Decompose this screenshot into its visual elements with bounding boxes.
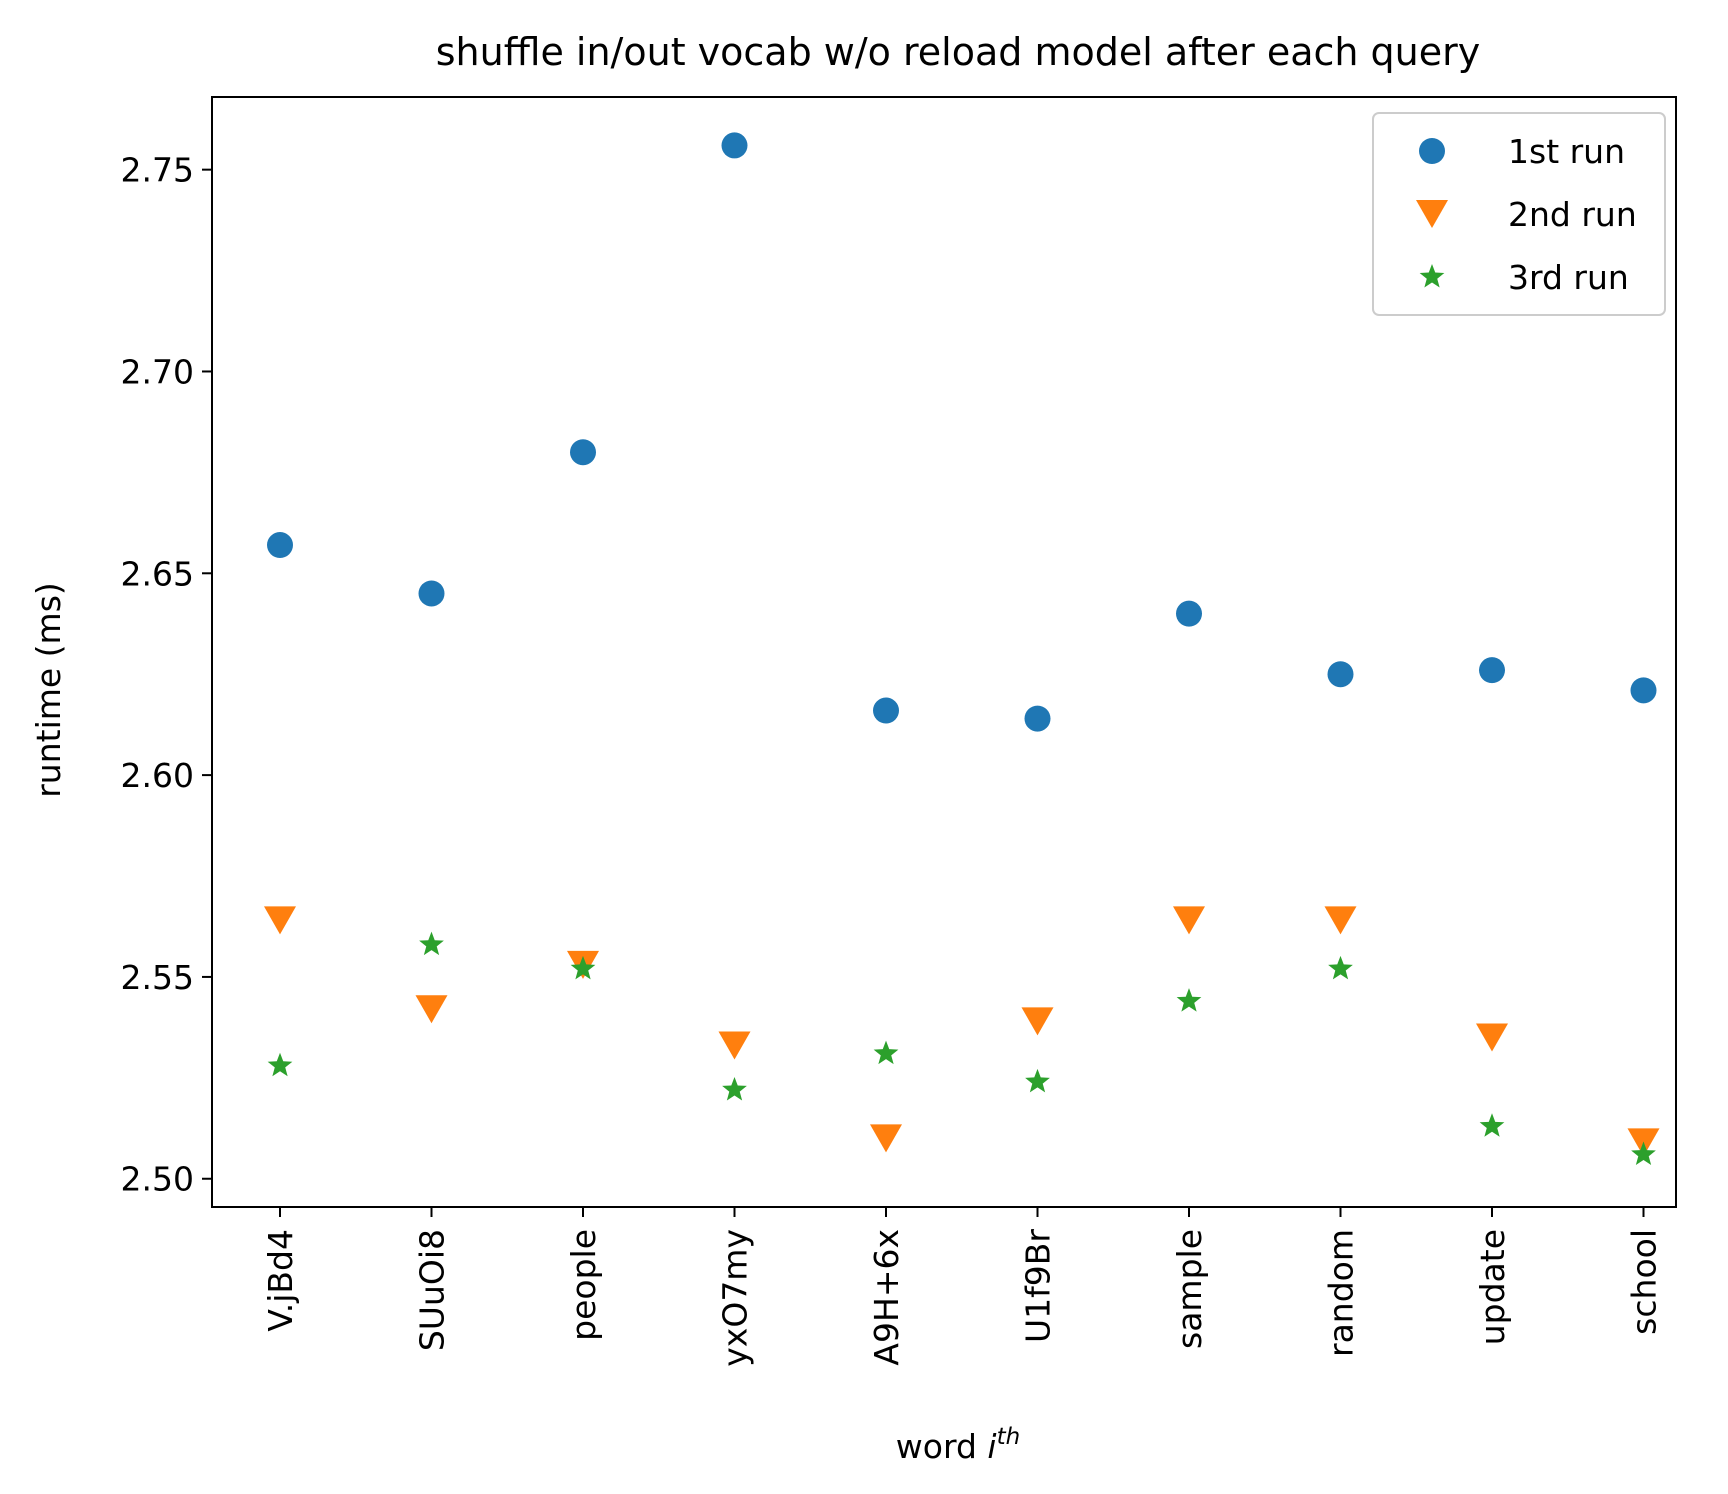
data-point bbox=[267, 1052, 293, 1077]
x-tick-label: sample bbox=[1170, 1229, 1209, 1349]
x-tick-label: yxO7my bbox=[716, 1229, 755, 1367]
legend-item: 1st run bbox=[1419, 132, 1625, 171]
x-axis-label-word: word bbox=[896, 1427, 977, 1466]
x-axis-label-italic: i bbox=[987, 1427, 996, 1466]
data-markers bbox=[264, 132, 1660, 1166]
x-axis-label: word ith bbox=[896, 1424, 1020, 1466]
legend-label: 2nd run bbox=[1508, 195, 1637, 234]
series-3rd-run bbox=[267, 931, 1656, 1166]
y-tick-label: 2.70 bbox=[121, 352, 194, 391]
data-point bbox=[873, 1040, 899, 1065]
data-point bbox=[1327, 661, 1354, 688]
legend-marker bbox=[1416, 200, 1448, 228]
y-tick-label: 2.55 bbox=[121, 958, 194, 997]
x-tick-label: SUuOi8 bbox=[413, 1229, 452, 1351]
legend-label: 1st run bbox=[1508, 132, 1625, 171]
data-point bbox=[1479, 1113, 1505, 1137]
x-tick-label: U1f9Br bbox=[1019, 1229, 1058, 1343]
data-point bbox=[267, 532, 293, 559]
legend: 1st run 2nd run 3rd run bbox=[1372, 112, 1666, 316]
data-point bbox=[1025, 1068, 1050, 1093]
x-tick-label: people bbox=[564, 1229, 603, 1341]
data-point bbox=[870, 1124, 902, 1153]
data-point bbox=[419, 931, 444, 956]
x-axis-label-superscript: th bbox=[997, 1424, 1021, 1450]
data-point bbox=[418, 580, 445, 607]
data-point bbox=[570, 955, 596, 980]
x-tick-label: V.jBd4 bbox=[261, 1229, 300, 1332]
data-point bbox=[1631, 1141, 1656, 1166]
y-axis-label: runtime (ms) bbox=[29, 582, 68, 798]
x-axis-ticks: V.jBd4 SUuOi8 people yxO7my A9H+6x U1f9Br samp… bbox=[261, 1207, 1664, 1367]
chart-title: shuffle in/out vocab w/o reload model af… bbox=[436, 30, 1481, 74]
data-point bbox=[1021, 1007, 1054, 1036]
data-point bbox=[415, 995, 448, 1024]
legend-box bbox=[1372, 112, 1666, 316]
data-point bbox=[722, 1076, 747, 1101]
data-point bbox=[718, 1031, 751, 1060]
legend-marker bbox=[1419, 264, 1445, 288]
legend-item: 3rd run bbox=[1419, 258, 1629, 297]
y-tick-label: 2.60 bbox=[121, 756, 194, 795]
plot-frame bbox=[211, 96, 1677, 1208]
y-axis-ticks: 2.50 2.55 2.60 2.65 2.70 2.75 bbox=[121, 151, 212, 1199]
legend-item: 2nd run bbox=[1416, 195, 1637, 234]
y-tick-label: 2.50 bbox=[121, 1160, 194, 1199]
y-tick-label: 2.75 bbox=[121, 151, 194, 190]
data-point bbox=[873, 697, 899, 724]
data-point bbox=[264, 906, 296, 935]
x-tick-label: random bbox=[1322, 1229, 1361, 1357]
data-point bbox=[1479, 657, 1505, 684]
data-point bbox=[1324, 906, 1357, 935]
legend-marker bbox=[1419, 138, 1445, 164]
x-tick-label: update bbox=[1473, 1229, 1512, 1345]
data-point bbox=[721, 132, 748, 159]
data-point bbox=[1476, 1023, 1508, 1052]
data-point bbox=[570, 439, 596, 466]
data-point bbox=[1173, 906, 1205, 935]
data-point bbox=[1024, 705, 1051, 732]
data-point bbox=[1630, 677, 1657, 704]
x-tick-label: school bbox=[1625, 1229, 1664, 1335]
legend-label: 3rd run bbox=[1508, 258, 1629, 297]
x-axis-label-space bbox=[977, 1427, 988, 1466]
data-point bbox=[1176, 600, 1202, 627]
y-tick-label: 2.65 bbox=[121, 554, 194, 593]
x-tick-label: A9H+6x bbox=[867, 1229, 906, 1366]
series-1st-run bbox=[267, 132, 1657, 732]
data-point bbox=[1176, 988, 1202, 1012]
data-point bbox=[1328, 955, 1353, 980]
